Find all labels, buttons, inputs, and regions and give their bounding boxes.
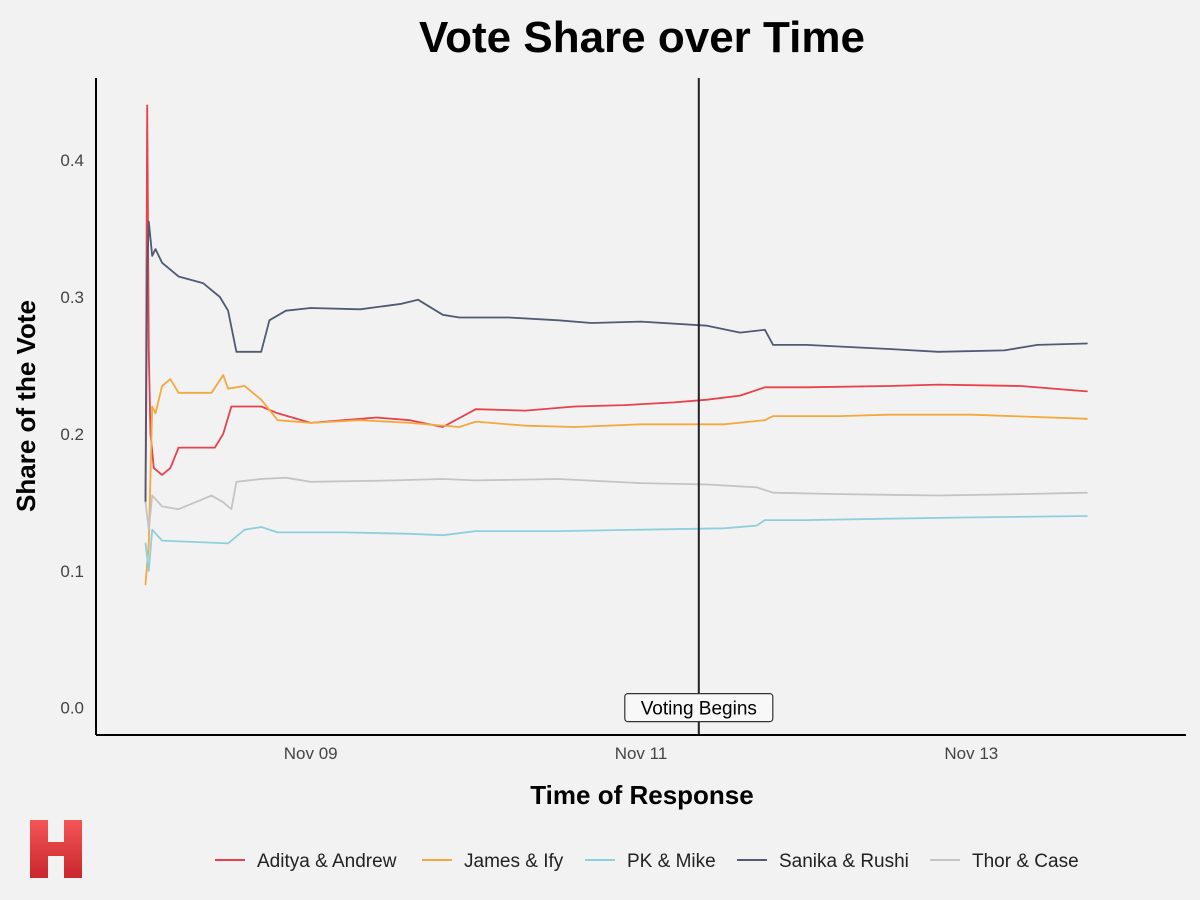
- chart-title: Vote Share over Time: [419, 13, 865, 62]
- logo-icon: [30, 820, 82, 878]
- legend-label: PK & Mike: [627, 851, 716, 872]
- y-tick-label: 0.0: [60, 699, 84, 718]
- series-line-3: [144, 220, 1088, 504]
- x-tick-label: Nov 13: [944, 744, 998, 763]
- y-tick-label: 0.1: [60, 562, 84, 581]
- series-line-2: [144, 515, 1088, 572]
- x-axis-ticks: Nov 09 Nov 11 Nov 13: [284, 744, 998, 763]
- y-tick-label: 0.3: [60, 288, 84, 307]
- annotation-box: [624, 693, 774, 723]
- x-tick-label: Nov 11: [615, 744, 668, 763]
- legend-label: Thor & Case: [972, 851, 1079, 872]
- series-line-1: [144, 374, 1088, 586]
- x-axis-title: Time of Response: [530, 780, 753, 810]
- legend-label: James & Ify: [464, 851, 564, 872]
- x-tick-label: Nov 09: [284, 744, 338, 763]
- plot-area: Voting Begins Nov 09 Nov 11 Nov 13 0.00.10…: [60, 78, 1186, 763]
- voting-begins-annotation: Voting Begins: [624, 693, 774, 723]
- y-tick-label: 0.4: [60, 151, 84, 170]
- y-tick-label: 0.2: [60, 425, 84, 444]
- series-line-0: [144, 104, 1088, 504]
- annotation-label: Voting Begins: [641, 699, 757, 720]
- series-line-4: [144, 476, 1088, 531]
- legend-label: Aditya & Andrew: [257, 851, 397, 872]
- y-axis-title: Share of the Vote: [11, 300, 41, 512]
- series-lines: [144, 104, 1088, 586]
- legend: Aditya & Andrew James & Ify PK & Mike Sanik…: [215, 851, 1079, 872]
- legend-label: Sanika & Rushi: [779, 851, 909, 872]
- y-axis-ticks: 0.0 0.1 0.2 0.3 0.4: [60, 151, 84, 718]
